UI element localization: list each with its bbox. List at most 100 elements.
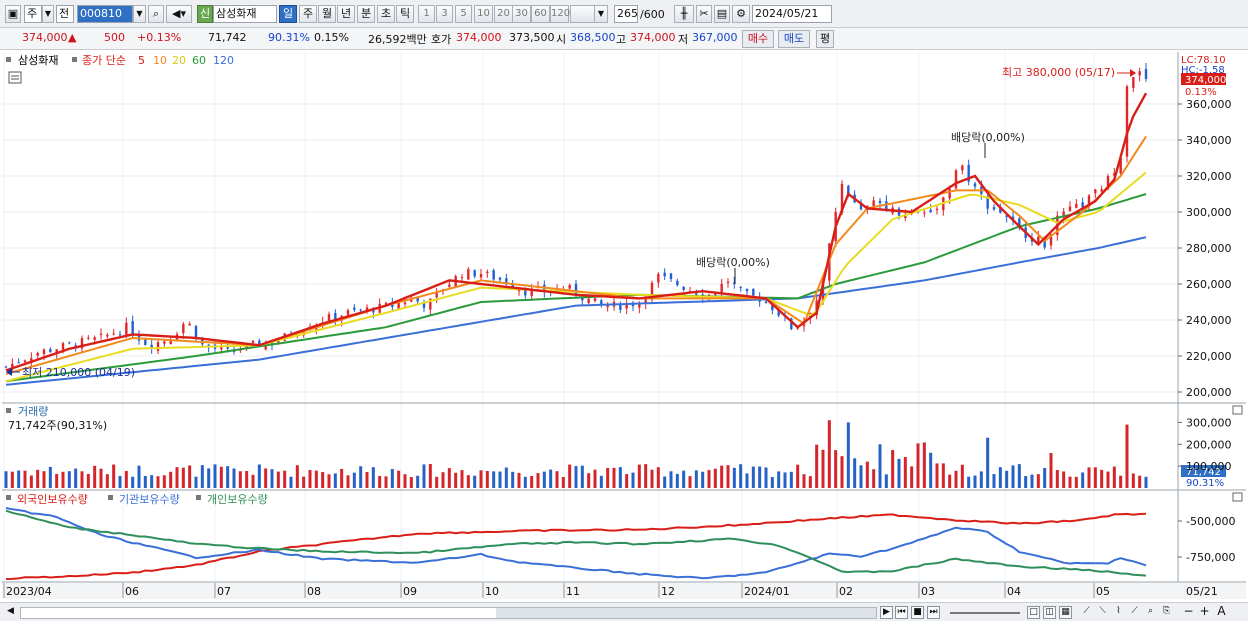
candle-body <box>1068 206 1072 212</box>
candle-body <box>479 273 483 278</box>
draw-tool-3-icon[interactable]: ⌇ <box>1116 606 1121 616</box>
candle-body <box>954 170 958 189</box>
chart-menu-icon[interactable]: ▣ <box>5 5 21 23</box>
volume-bar <box>967 476 971 488</box>
volume-bar <box>137 465 141 488</box>
period-button-3[interactable]: 년 <box>337 5 355 23</box>
draw-tool-4-icon[interactable]: ⟋ <box>1131 606 1138 616</box>
volume-bar <box>42 471 46 488</box>
scissors-icon[interactable]: ✂ <box>696 5 712 23</box>
interval-button-1[interactable]: 1 <box>418 5 435 23</box>
volume-bar <box>745 473 749 488</box>
date-input[interactable]: 2024/05/21 <box>752 5 832 23</box>
buy-button[interactable]: 매수 <box>742 30 774 48</box>
calculator-icon[interactable] <box>8 71 22 84</box>
candle-body <box>359 309 362 311</box>
interval-button-10[interactable]: 10 <box>474 5 493 23</box>
volume-bar <box>1036 474 1040 488</box>
layout-2-icon[interactable]: ◫ <box>1043 606 1056 619</box>
stop-icon[interactable]: ■ <box>911 606 924 619</box>
volume-bar <box>618 467 622 488</box>
x-axis-label: 05 <box>1096 585 1110 598</box>
avg-button[interactable]: 평 <box>816 30 834 48</box>
high-label: 고 <box>616 33 627 46</box>
chevron-down-icon[interactable]: ▼ <box>594 5 608 23</box>
draw-tool-6-icon[interactable]: ⎘ <box>1162 606 1171 616</box>
candle-body <box>403 302 407 305</box>
new-badge: 신 <box>197 5 213 23</box>
layout-3-icon[interactable]: ▦ <box>1059 606 1072 619</box>
candle-type-icon[interactable]: ╫ <box>674 5 694 23</box>
save-icon[interactable]: ▤ <box>714 5 730 23</box>
candle-body <box>1132 77 1135 88</box>
stock-code-input[interactable]: 000810 <box>77 5 133 23</box>
volume-bar <box>466 475 470 488</box>
price-tick: 340,000 <box>1186 134 1232 147</box>
period-button-4[interactable]: 분 <box>357 5 375 23</box>
volume-bar <box>131 476 135 488</box>
interval-button-60[interactable]: 60 <box>531 5 550 23</box>
legend-institution: 기관보유수량 <box>119 493 180 506</box>
candle-body <box>226 346 229 349</box>
scroll-left-icon[interactable]: ◀ <box>7 606 14 616</box>
volume-bar <box>935 463 939 488</box>
zoom-slider[interactable] <box>950 612 1020 614</box>
period-button-2[interactable]: 월 <box>318 5 336 23</box>
sell-button[interactable]: 매도 <box>778 30 810 48</box>
volume-bar <box>796 464 800 488</box>
chevron-down-icon[interactable]: ▼ <box>42 5 54 23</box>
count-input[interactable]: 265 <box>614 5 638 23</box>
zoom-out-icon[interactable]: − <box>1183 604 1194 618</box>
volume-bar <box>143 475 147 488</box>
period-button-5[interactable]: 초 <box>377 5 395 23</box>
candle-body <box>663 272 666 277</box>
step-back-icon[interactable]: ⏮ <box>895 606 908 619</box>
volume-bar <box>694 470 698 488</box>
high-note: 최고 380,000 (05/17) <box>1002 66 1115 79</box>
candle-body <box>695 293 698 295</box>
stock-chart[interactable]: 삼성화재 종가 단순 5 10 20 60 120 LC:78.10 HC:-1… <box>0 50 1248 602</box>
draw-tool-1-icon[interactable]: ⟋ <box>1083 606 1090 616</box>
interval-button-120[interactable]: 120 <box>550 5 570 23</box>
interval-button-30[interactable]: 30 <box>512 5 531 23</box>
volume-bar <box>606 467 610 488</box>
draw-tool-5-icon[interactable]: ⌕ <box>1147 606 1154 616</box>
draw-tool-2-icon[interactable]: ⟍ <box>1099 606 1106 616</box>
volume-bar <box>352 472 356 488</box>
ma-line-ma60 <box>5 193 1147 383</box>
legend-ma20: 20 <box>172 54 186 67</box>
volume-bar <box>1131 473 1135 488</box>
period-button-6[interactable]: 틱 <box>396 5 414 23</box>
period-prefix[interactable]: 주 <box>24 5 42 23</box>
gear-icon[interactable]: ⚙ <box>732 5 750 23</box>
interval-button-5[interactable]: 5 <box>455 5 472 23</box>
holding-panel-close-icon[interactable] <box>1232 492 1243 502</box>
volume-bar <box>954 470 958 488</box>
volume-bar <box>726 465 730 488</box>
candle-body <box>606 305 609 308</box>
scroll-track[interactable] <box>20 607 877 619</box>
interval-button-20[interactable]: 20 <box>494 5 513 23</box>
scroll-right-icon[interactable]: ▶ <box>880 606 893 619</box>
volume-bar <box>536 473 540 488</box>
layout-1-icon[interactable]: □ <box>1027 606 1040 619</box>
x-axis-label: 02 <box>839 585 853 598</box>
period-button-1[interactable]: 주 <box>299 5 317 23</box>
chevron-down-icon[interactable]: ▼ <box>133 5 146 23</box>
period-button-0[interactable]: 일 <box>279 5 297 23</box>
period-prefix-2[interactable]: 전 <box>56 5 74 23</box>
step-forward-icon[interactable]: ⏭ <box>927 606 940 619</box>
font-size-icon[interactable]: A <box>1217 604 1226 618</box>
interval-button-3[interactable]: 3 <box>436 5 453 23</box>
candle-body <box>106 334 109 337</box>
search-icon[interactable]: ⌕ <box>148 5 164 23</box>
candle-body <box>182 324 185 334</box>
scroll-thumb[interactable] <box>496 608 876 618</box>
price-tick: 280,000 <box>1186 242 1232 255</box>
volume-panel-close-icon[interactable] <box>1232 405 1243 415</box>
zoom-in-icon[interactable]: + <box>1199 604 1210 618</box>
speaker-icon[interactable]: ◀▾ <box>166 5 192 23</box>
volume-bar <box>175 467 179 488</box>
x-axis-label: 08 <box>307 585 321 598</box>
candle-body <box>999 207 1002 213</box>
